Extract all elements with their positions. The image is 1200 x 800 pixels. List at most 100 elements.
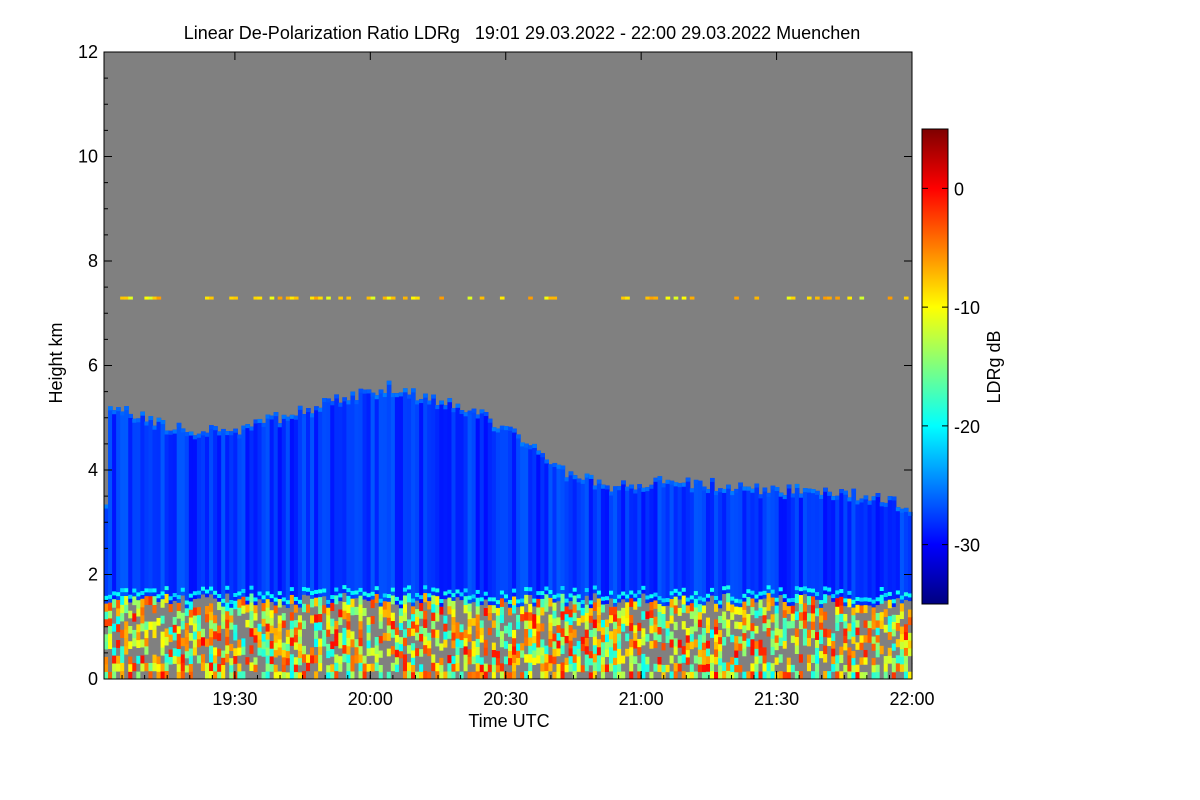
heatmap-cell xyxy=(160,591,166,596)
heatmap-cell xyxy=(306,628,311,638)
heatmap-cell xyxy=(184,608,190,616)
heatmap-cell xyxy=(544,611,549,621)
heatmap-cell xyxy=(815,490,820,495)
heatmap-cell xyxy=(604,634,610,643)
heatmap-cell xyxy=(600,634,606,643)
heatmap-cell xyxy=(600,641,606,650)
heatmap-cell xyxy=(895,598,901,607)
heatmap-cell xyxy=(326,296,331,300)
heatmap-cell xyxy=(306,645,311,655)
heatmap-cell xyxy=(483,607,489,616)
heatmap-cell xyxy=(609,662,614,672)
heatmap-cell xyxy=(407,644,412,654)
heatmap-cell xyxy=(843,490,848,495)
heatmap-cell xyxy=(847,296,852,300)
heatmap-cell xyxy=(439,400,444,607)
heatmap-cell xyxy=(301,662,307,672)
heatmap-cell xyxy=(415,608,420,617)
heatmap-cell xyxy=(528,620,533,630)
heatmap-cell xyxy=(568,655,574,664)
heatmap-cell xyxy=(475,654,481,664)
heatmap-cell xyxy=(556,624,562,633)
heatmap-cell xyxy=(370,392,376,600)
heatmap-cell xyxy=(710,477,715,482)
heatmap-cell xyxy=(160,647,166,656)
heatmap-cell xyxy=(649,484,655,489)
heatmap-cell xyxy=(148,637,154,647)
heatmap-cell xyxy=(786,598,792,603)
heatmap-cell xyxy=(253,664,259,673)
heatmap-cell xyxy=(516,434,521,439)
heatmap-cell xyxy=(394,596,400,601)
heatmap-cell xyxy=(742,601,747,610)
heatmap-cell xyxy=(213,630,218,640)
heatmap-cell xyxy=(209,619,214,629)
heatmap-cell xyxy=(621,639,626,648)
heatmap-cell xyxy=(334,394,339,596)
heatmap-cell xyxy=(677,591,683,596)
heatmap-cell xyxy=(277,591,283,596)
heatmap-cell xyxy=(455,646,461,655)
heatmap-cell xyxy=(419,595,424,600)
heatmap-cell xyxy=(168,656,174,665)
heatmap-cell xyxy=(823,487,828,595)
heatmap-cell xyxy=(354,670,360,680)
heatmap-cell xyxy=(370,631,376,640)
heatmap-cell xyxy=(847,614,852,624)
heatmap-cell xyxy=(520,620,525,629)
heatmap-cell xyxy=(116,663,121,672)
heatmap-cell xyxy=(625,663,630,672)
heatmap-cell xyxy=(891,607,897,615)
heatmap-cell xyxy=(556,616,562,626)
heatmap-cell xyxy=(588,622,594,630)
heatmap-cell xyxy=(811,621,816,630)
heatmap-cell xyxy=(253,642,259,651)
heatmap-cell xyxy=(285,629,291,637)
heatmap-cell xyxy=(819,664,824,673)
heatmap-cell xyxy=(774,612,780,621)
heatmap-cell xyxy=(168,430,174,435)
heatmap-cell xyxy=(576,663,582,672)
heatmap-cell xyxy=(281,627,287,636)
heatmap-cell xyxy=(342,644,347,654)
heatmap-cell xyxy=(794,627,800,637)
heatmap-cell xyxy=(718,636,723,645)
heatmap-cell xyxy=(572,645,578,655)
heatmap-cell xyxy=(758,655,764,664)
heatmap-cell xyxy=(499,296,505,300)
heatmap-cell xyxy=(681,296,687,300)
heatmap-cell xyxy=(758,671,764,680)
heatmap-cell xyxy=(495,643,501,652)
heatmap-cell xyxy=(734,650,739,658)
heatmap-cell xyxy=(289,662,295,672)
heatmap-cell xyxy=(221,650,226,658)
heatmap-cell xyxy=(871,496,877,608)
heatmap-cell xyxy=(322,604,327,614)
heatmap-cell xyxy=(326,650,331,659)
heatmap-cell xyxy=(705,609,711,618)
heatmap-cell xyxy=(217,594,222,599)
heatmap-cell xyxy=(633,489,638,602)
heatmap-cell xyxy=(390,296,396,300)
heatmap-cell xyxy=(645,641,650,650)
heatmap-cell xyxy=(104,618,109,627)
heatmap-cell xyxy=(297,643,303,651)
heatmap-cell xyxy=(467,648,473,657)
heatmap-cell xyxy=(851,607,857,616)
heatmap-cell xyxy=(596,646,602,656)
heatmap-cell xyxy=(184,650,190,659)
heatmap-cell xyxy=(205,654,210,664)
heatmap-cell xyxy=(463,670,469,680)
heatmap-cell xyxy=(487,664,493,673)
heatmap-cell xyxy=(273,605,279,614)
heatmap-cell xyxy=(455,662,461,672)
heatmap-cell xyxy=(588,664,594,673)
heatmap-cell xyxy=(524,594,529,604)
heatmap-cell xyxy=(625,617,630,626)
heatmap-cell xyxy=(354,662,360,672)
heatmap-cell xyxy=(677,663,683,672)
heatmap-cell xyxy=(604,485,610,490)
heatmap-cell xyxy=(229,629,234,637)
heatmap-cell xyxy=(584,595,590,605)
heatmap-cell xyxy=(350,590,356,595)
